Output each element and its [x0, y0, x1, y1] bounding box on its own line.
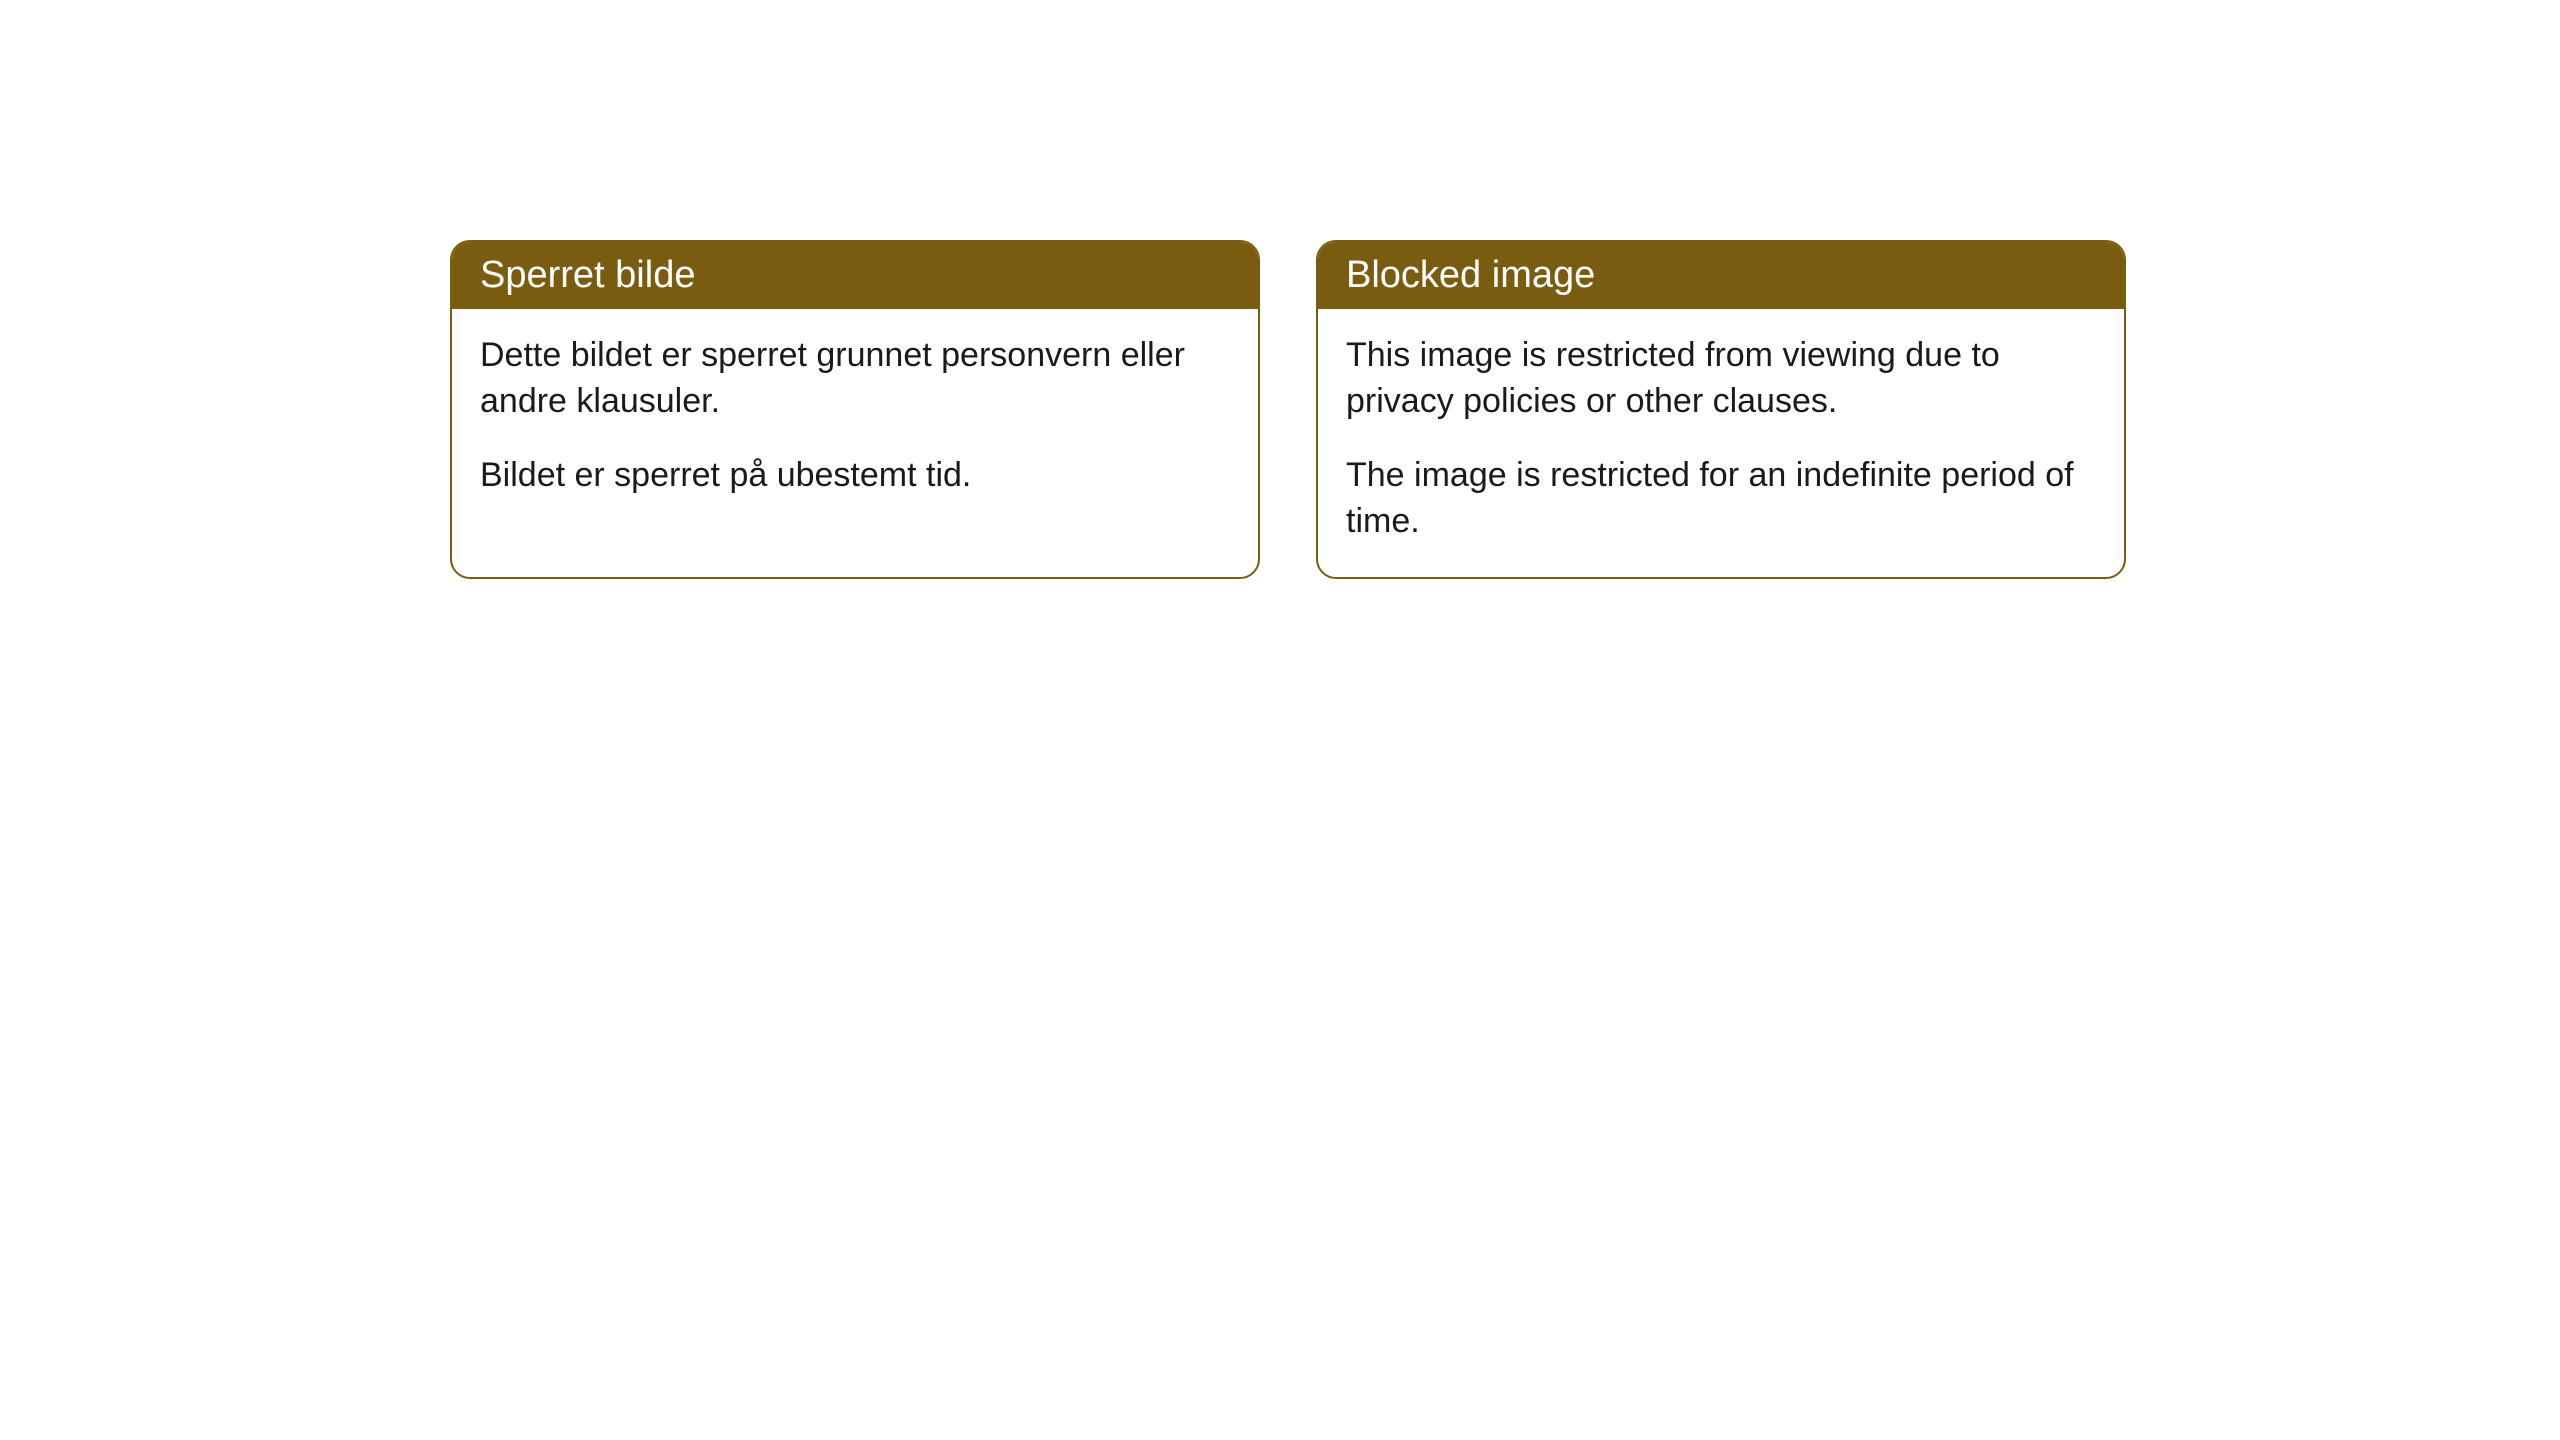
notice-card-norwegian: Sperret bilde Dette bildet er sperret gr… [450, 240, 1260, 579]
card-paragraph: Bildet er sperret på ubestemt tid. [480, 453, 1230, 499]
card-paragraph: The image is restricted for an indefinit… [1346, 453, 2096, 545]
notice-card-english: Blocked image This image is restricted f… [1316, 240, 2126, 579]
card-paragraph: This image is restricted from viewing du… [1346, 333, 2096, 425]
notice-container: Sperret bilde Dette bildet er sperret gr… [0, 0, 2560, 579]
card-header-english: Blocked image [1318, 242, 2124, 309]
card-title: Sperret bilde [480, 254, 695, 296]
card-body-norwegian: Dette bildet er sperret grunnet personve… [452, 309, 1258, 531]
card-header-norwegian: Sperret bilde [452, 242, 1258, 309]
card-body-english: This image is restricted from viewing du… [1318, 309, 2124, 577]
card-paragraph: Dette bildet er sperret grunnet personve… [480, 333, 1230, 425]
card-title: Blocked image [1346, 254, 1595, 296]
